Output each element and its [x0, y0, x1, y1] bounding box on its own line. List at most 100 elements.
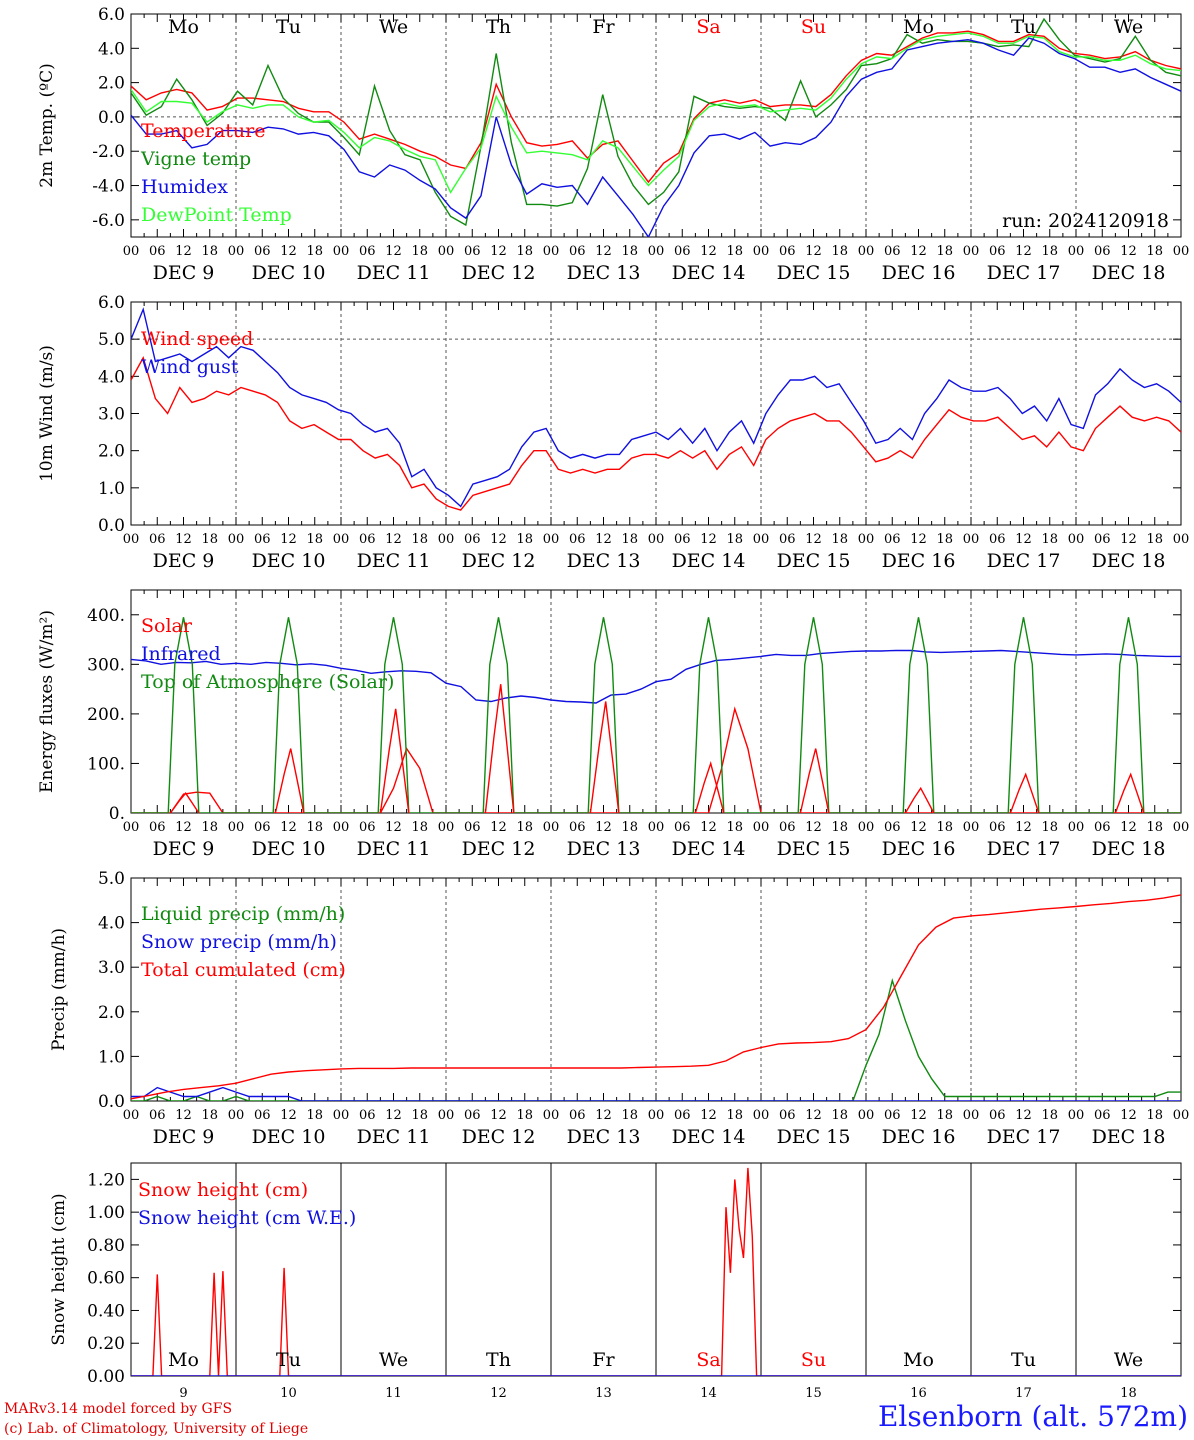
hour-tick-label: 06: [359, 820, 376, 835]
day-label: DEC 17: [987, 550, 1061, 572]
legend-entry: Solar: [141, 615, 193, 637]
y-tick-label: 2.0: [98, 442, 125, 462]
solar-peak: [694, 760, 725, 814]
hour-tick-label: 18: [621, 244, 638, 259]
legend-entry: Total cumulated (cm): [141, 959, 346, 981]
y-tick-label: 0.: [109, 804, 125, 824]
hour-tick-label: 00: [648, 532, 665, 547]
day-label: DEC 12: [462, 550, 536, 572]
y-axis-label: Energy fluxes (W/m²): [37, 610, 57, 793]
hour-tick-label: 18: [306, 244, 323, 259]
lab-credit: (c) Lab. of Climatology, University of L…: [4, 1421, 309, 1437]
weekday-label: Th: [486, 1349, 511, 1371]
bottom-day-label: 14: [700, 1386, 717, 1400]
solar-peak: [484, 684, 515, 814]
hour-tick-label: 12: [175, 1108, 192, 1123]
series-line-wind-speed: [131, 355, 1181, 511]
hour-tick-label: 00: [753, 244, 770, 259]
hour-tick-label: 18: [621, 1108, 638, 1123]
hour-tick-label: 12: [385, 532, 402, 547]
day-label: DEC 18: [1092, 838, 1166, 860]
weekday-label: Tu: [276, 16, 301, 38]
series-line-temperature: [131, 30, 1181, 184]
day-label: DEC 17: [987, 838, 1061, 860]
hour-tick-label: 06: [989, 532, 1006, 547]
legend-entry: Snow precip (mm/h): [141, 931, 337, 953]
hour-tick-label: 12: [280, 1108, 297, 1123]
hour-tick-label: 18: [516, 532, 533, 547]
hour-tick-label: 00: [648, 244, 665, 259]
hour-tick-label: 00: [753, 820, 770, 835]
legend-entry: Wind gust: [141, 356, 239, 378]
hour-tick-label: 00: [648, 1108, 665, 1123]
y-tick-label: 5.0: [98, 869, 125, 889]
solar-peak: [274, 748, 305, 814]
hour-tick-label: 12: [490, 532, 507, 547]
hour-tick-label: 12: [280, 532, 297, 547]
day-label: DEC 11: [357, 838, 431, 860]
y-tick-label: -6.0: [92, 211, 125, 231]
chart-panel-5: 0.00 0.20 0.40 0.60 0.80 1.00 1.20 Snow height …: [49, 1162, 1182, 1400]
day-label: DEC 9: [153, 262, 215, 284]
hour-tick-label: 06: [149, 244, 166, 259]
hour-tick-label: 12: [910, 244, 927, 259]
hour-tick-label: 06: [1094, 244, 1111, 259]
hour-tick-label: 06: [569, 1108, 586, 1123]
hour-tick-label: 06: [884, 1108, 901, 1123]
hour-tick-label: 18: [1041, 1108, 1058, 1123]
weekday-label: Su: [801, 16, 826, 38]
hour-tick-label: 00: [228, 820, 245, 835]
y-tick-label: 4.0: [98, 39, 125, 59]
day-label: DEC 10: [252, 1126, 326, 1148]
hour-tick-label: 00: [1173, 1108, 1190, 1123]
y-tick-label: 0.00: [87, 1367, 125, 1387]
run-label: run: 2024120918: [1002, 210, 1169, 232]
y-tick-label: 1.00: [87, 1203, 125, 1223]
hour-tick-label: 18: [201, 820, 218, 835]
hour-tick-label: 12: [1015, 244, 1032, 259]
y-tick-label: 0.40: [87, 1301, 125, 1321]
hour-tick-label: 18: [726, 820, 743, 835]
weekday-label: We: [1114, 16, 1143, 38]
weekday-label: Mo: [903, 1349, 934, 1371]
hour-tick-label: 06: [884, 820, 901, 835]
day-label: DEC 15: [777, 1126, 851, 1148]
bottom-day-label: 17: [1015, 1386, 1032, 1400]
hour-tick-label: 00: [438, 1108, 455, 1123]
chart-panel-1: -6.0 -4.0 -2.0 0.0 2.0 4.0 6.0 2m Temp. (ºC) Tem…: [37, 5, 1189, 284]
hour-tick-label: 06: [254, 244, 271, 259]
series-line-top-of-atmosphere-solar-: [131, 617, 1181, 813]
series-line-wind-gust: [131, 307, 1181, 508]
hour-tick-label: 06: [674, 532, 691, 547]
day-label: DEC 12: [462, 1126, 536, 1148]
y-tick-label: -2.0: [92, 142, 125, 162]
chart-panel-2: 0.0 1.0 2.0 3.0 4.0 5.0 6.0 10m Wind (m/s) Wind …: [37, 293, 1189, 572]
hour-tick-label: 00: [123, 1108, 140, 1123]
hour-tick-label: 00: [1068, 820, 1085, 835]
series-line-infrared: [131, 649, 1181, 704]
hour-tick-label: 00: [333, 820, 350, 835]
hour-tick-label: 00: [963, 244, 980, 259]
bottom-day-label: 18: [1120, 1386, 1137, 1400]
hour-tick-label: 18: [201, 532, 218, 547]
bottom-day-label: 10: [280, 1386, 297, 1400]
y-tick-label: 1.0: [98, 479, 125, 499]
hour-tick-label: 00: [858, 244, 875, 259]
bottom-day-label: 12: [490, 1386, 507, 1400]
hour-tick-label: 18: [411, 820, 428, 835]
legend-entry: Humidex: [141, 176, 228, 198]
hour-tick-label: 06: [464, 244, 481, 259]
hour-tick-label: 12: [805, 532, 822, 547]
hour-tick-label: 18: [516, 820, 533, 835]
weekday-label: We: [379, 1349, 408, 1371]
legend-entry: Temperature: [141, 120, 265, 142]
series-line-total-cumulated-cm-: [131, 894, 1181, 1100]
hour-tick-label: 00: [858, 820, 875, 835]
bottom-day-label: 16: [910, 1386, 927, 1400]
hour-tick-label: 12: [490, 1108, 507, 1123]
day-label: DEC 18: [1092, 262, 1166, 284]
hour-tick-label: 06: [989, 820, 1006, 835]
day-label: DEC 16: [882, 550, 956, 572]
hour-tick-label: 06: [254, 532, 271, 547]
hour-tick-label: 12: [805, 820, 822, 835]
